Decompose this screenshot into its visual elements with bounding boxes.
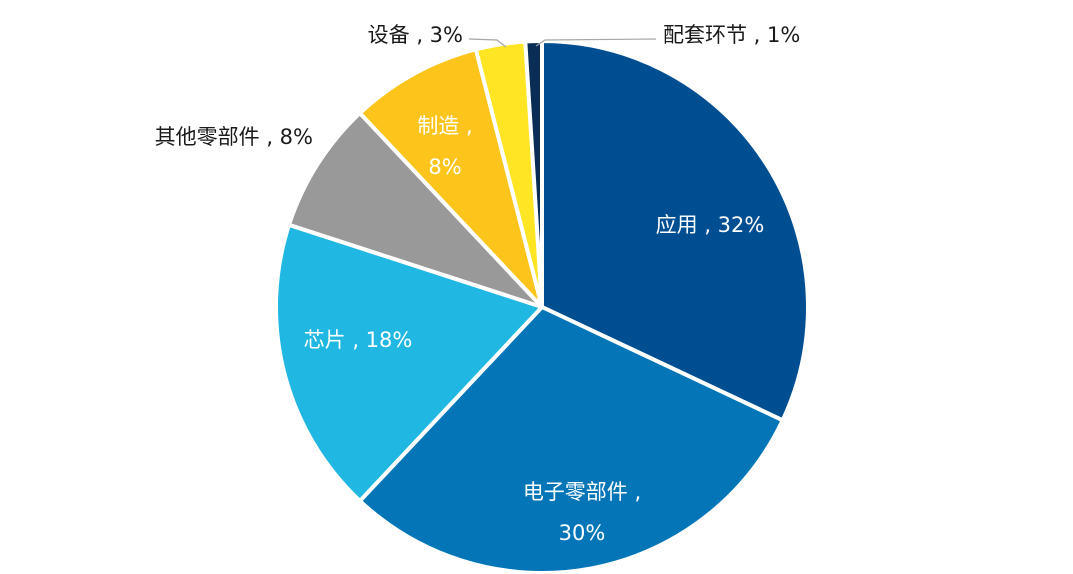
- leader-lines: [468, 38, 657, 48]
- data-label-5: 制造 , 8%: [417, 114, 472, 179]
- data-label-4: 其他零部件 , 8%: [155, 125, 313, 149]
- pie-slice-4: [287, 111, 544, 309]
- pie-slice-2: [357, 305, 785, 574]
- data-label-1: 应用 , 32%: [656, 213, 765, 237]
- data-label-7: 配套环节 , 1%: [663, 23, 800, 47]
- data-label-6: 设备 , 3%: [368, 23, 463, 47]
- pie-slice-3: [274, 222, 544, 503]
- data-label-2: 电子零部件 , 30%: [523, 480, 641, 545]
- pie-slice-7: [523, 38, 544, 309]
- leader-line-6: [468, 38, 507, 48]
- pie-slice-5: [357, 47, 544, 309]
- pie-slice-1: [540, 39, 810, 423]
- pie-slices: [274, 38, 810, 574]
- data-labels: 应用 , 32% 电子零部件 , 30% 芯片 , 18% 其他零部件 , 8% 制造 ,…: [155, 23, 801, 545]
- leader-line-7: [535, 38, 657, 47]
- data-label-3: 芯片 , 18%: [304, 328, 413, 352]
